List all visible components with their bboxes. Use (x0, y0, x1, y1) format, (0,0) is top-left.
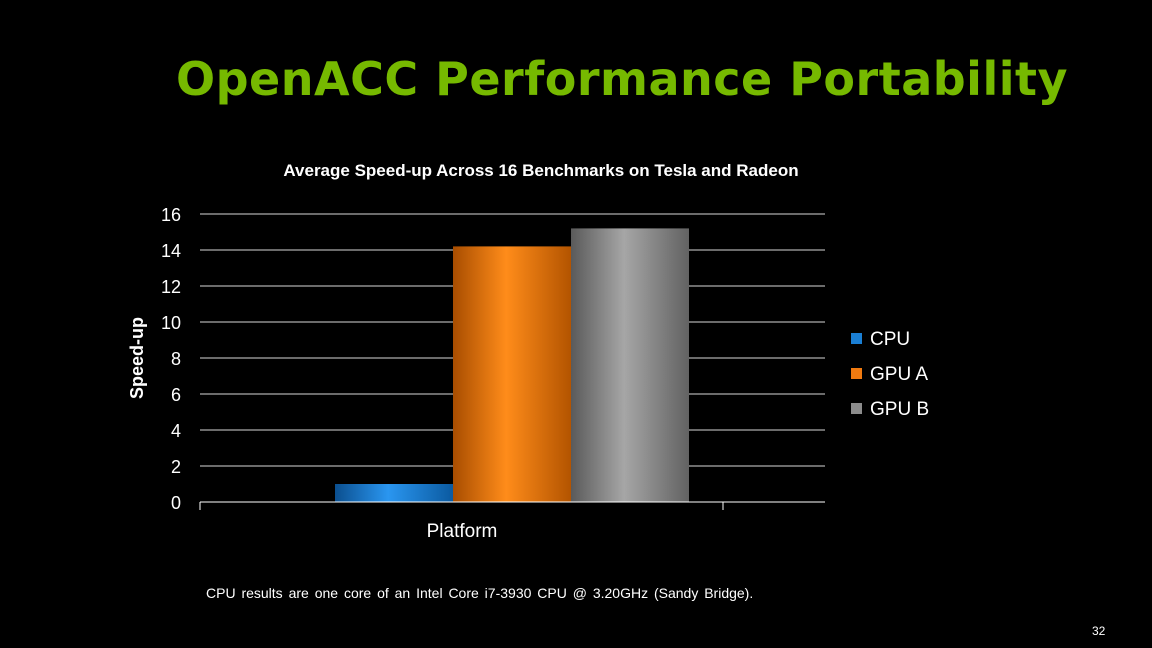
legend-swatch-gpu-b (851, 403, 862, 414)
bar-cpu (335, 484, 453, 502)
legend-label-gpu-b: GPU B (870, 399, 929, 420)
y-tick-label: 6 (171, 385, 181, 405)
y-tick-label: 2 (171, 457, 181, 477)
bar-gpu-b (571, 228, 689, 502)
legend-swatch-gpu-a (851, 368, 862, 379)
bar-gpu-a (453, 246, 571, 502)
slide-title: OpenACC Performance Portability (176, 52, 1068, 106)
footnote: CPU results are one core of an Intel Cor… (206, 585, 754, 601)
y-tick-label: 10 (161, 313, 181, 333)
x-axis-label: Platform (427, 521, 498, 542)
legend-label-gpu-a: GPU A (870, 364, 928, 385)
y-tick-label: 16 (161, 205, 181, 225)
bars (335, 228, 689, 502)
chart-title: Average Speed-up Across 16 Benchmarks on… (283, 161, 798, 180)
page-number: 32 (1092, 624, 1106, 638)
y-tick-label: 8 (171, 349, 181, 369)
y-axis-ticks: 0 2 4 6 8 10 12 14 16 (161, 205, 181, 513)
y-axis-label: Speed-up (127, 317, 147, 399)
y-tick-label: 12 (161, 277, 181, 297)
y-tick-label: 14 (161, 241, 181, 261)
legend-swatch-cpu (851, 333, 862, 344)
y-tick-label: 4 (171, 421, 181, 441)
y-tick-label: 0 (171, 493, 181, 513)
legend-label-cpu: CPU (870, 329, 910, 350)
legend: CPU GPU A GPU B (851, 329, 929, 420)
